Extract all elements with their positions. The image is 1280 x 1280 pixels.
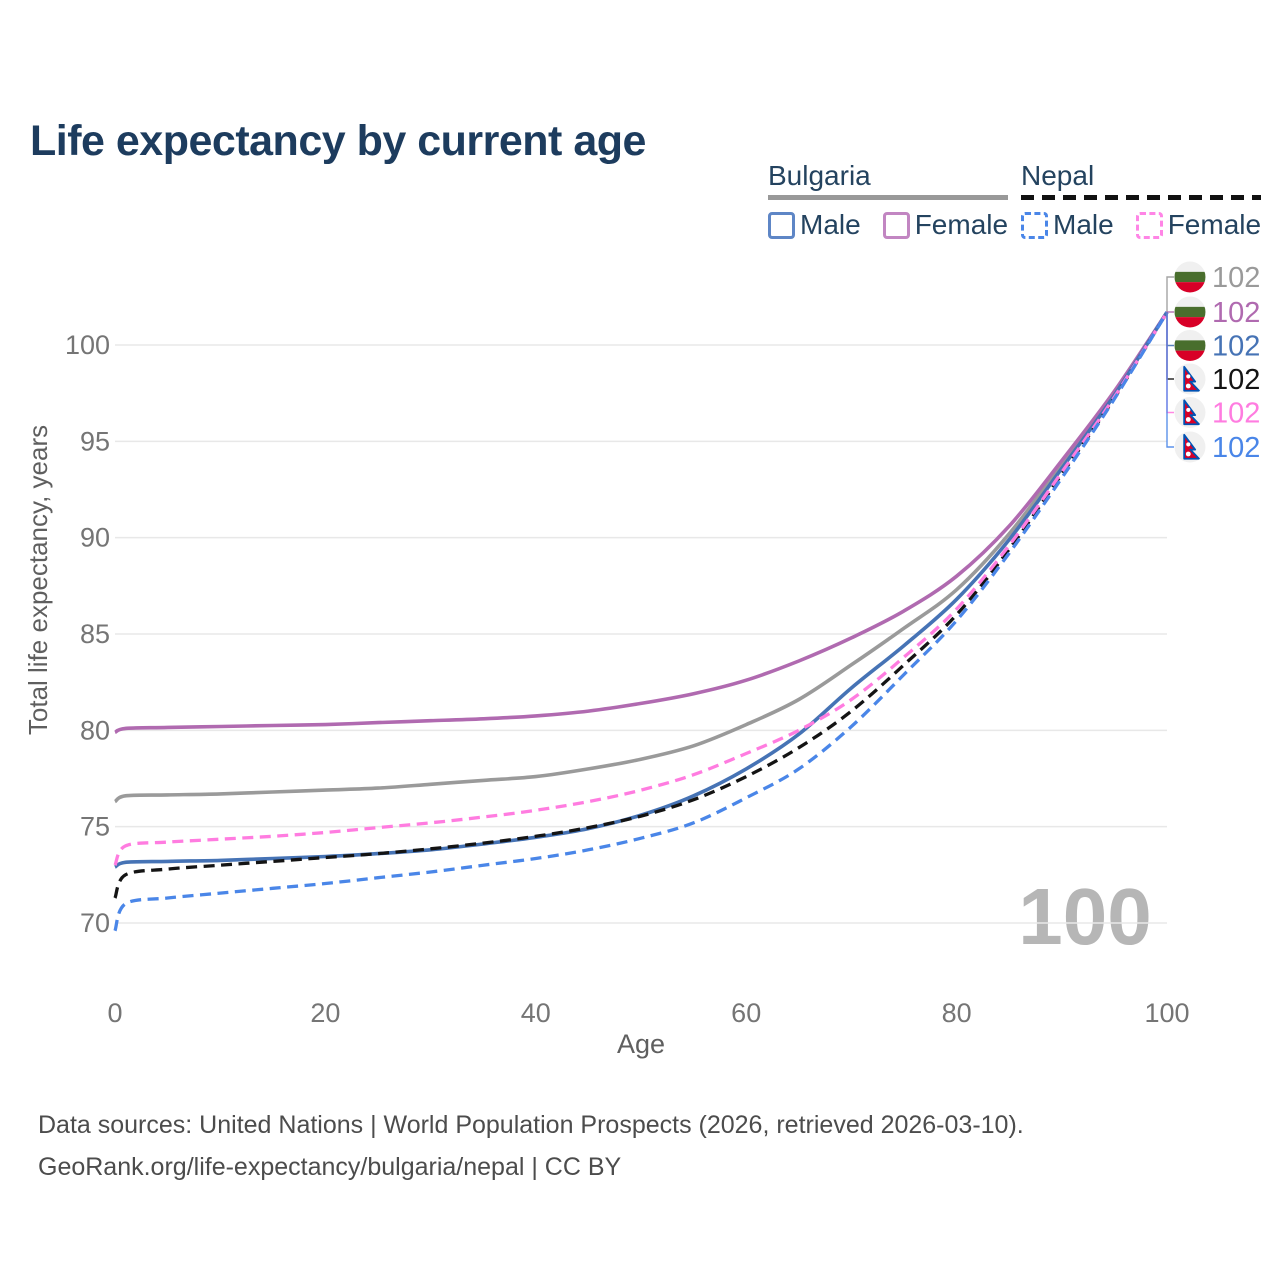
end-value-bulgaria-female: 102 [1212,297,1260,329]
legend-group-bulgaria: Bulgaria Male Female [768,160,1009,241]
series-nepal-male-line[interactable] [113,311,1169,932]
connector-nepal-male [1166,312,1174,448]
x-tick-20: 20 [310,998,340,1028]
connector-bulgaria-male [1166,312,1174,347]
legend-header-nepal[interactable]: Nepal [1021,160,1095,191]
end-value-nepal-female: 102 [1212,398,1260,430]
legend-item-bulgaria-female[interactable]: Female [882,209,1009,241]
series-nepal-total-line[interactable] [113,311,1169,899]
nepal-dashed-line-swatch [1021,195,1262,200]
series-bulgaria-male-line[interactable] [114,311,1169,869]
y-tick-90: 90 [80,523,110,553]
footer-sources-line: Data sources: United Nations | World Pop… [38,1111,1024,1139]
bulgaria-solid-line-swatch [768,195,1009,200]
x-tick-40: 40 [521,998,551,1028]
x-tick-0: 0 [107,998,122,1028]
legend-item-nepal-male[interactable]: Male [1021,209,1114,241]
y-tick-95: 95 [80,426,110,456]
nepal-flag-icon [1174,363,1206,395]
legend-item-nepal-female[interactable]: Female [1135,209,1262,241]
series-nepal-female-line[interactable] [113,311,1169,867]
y-tick-100: 100 [65,330,110,360]
y-axis-title: Total life expectancy, years [23,425,53,735]
nepal-flag-icon [1174,431,1206,463]
x-axis-title: Age [617,1029,665,1059]
hover-age-watermark: 100 [1018,872,1151,961]
legend-item-bulgaria-male[interactable]: Male [768,209,861,241]
bulgaria-flag-icon [1174,261,1206,293]
y-tick-70: 70 [80,908,110,938]
legend-label-bulgaria-female: Female [914,209,1009,240]
y-tick-85: 85 [80,619,110,649]
footer-attribution-line: GeoRank.org/life-expectancy/bulgaria/nep… [38,1153,622,1181]
legend-label-bulgaria-male: Male [800,209,861,240]
x-tick-80: 80 [942,998,972,1028]
connector-nepal-female [1166,312,1174,414]
bulgaria-female-checkbox[interactable] [882,211,910,239]
legend-header-bulgaria[interactable]: Bulgaria [768,160,871,191]
end-value-bulgaria-male: 102 [1212,331,1260,363]
end-value-nepal-total: 102 [1212,364,1260,396]
legend-label-nepal-male: Male [1053,209,1114,240]
page-title: Life expectancy by current age [30,116,646,165]
nepal-female-checkbox[interactable] [1135,211,1163,239]
series-bulgaria-total-line[interactable] [113,311,1169,804]
y-tick-80: 80 [80,715,110,745]
end-value-bulgaria-total: 102 [1212,262,1260,294]
nepal-flag-icon [1174,397,1206,428]
nepal-male-checkbox[interactable] [1021,211,1048,239]
series-bulgaria-female-line[interactable] [114,311,1169,734]
data-source-footer: Data sources: United Nations | World Pop… [38,1104,1024,1188]
bulgaria-flag-icon [1174,296,1206,328]
x-tick-60: 60 [731,998,761,1028]
legend-group-nepal: Nepal Male Female [1021,160,1262,241]
end-value-nepal-male: 102 [1212,432,1260,464]
bulgaria-male-checkbox[interactable] [768,211,795,239]
x-tick-100: 100 [1144,998,1189,1028]
connector-bulgaria-total [1166,276,1174,313]
y-tick-75: 75 [80,812,110,842]
legend-label-nepal-female: Female [1167,209,1262,240]
bulgaria-flag-icon [1174,330,1206,361]
